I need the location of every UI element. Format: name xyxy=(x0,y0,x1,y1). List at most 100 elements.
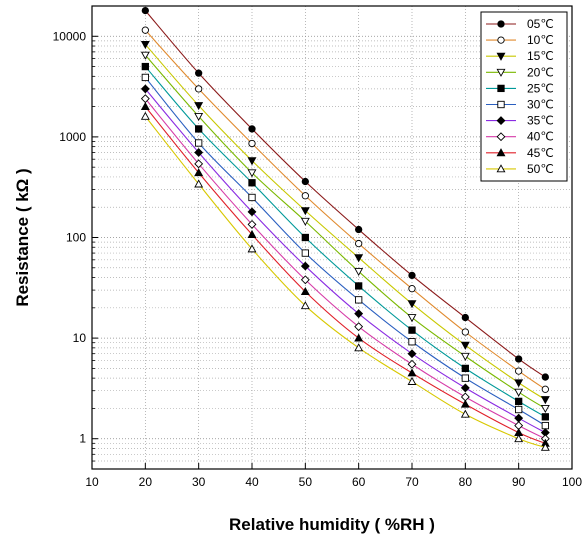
data-point xyxy=(301,177,309,186)
data-point xyxy=(140,111,150,120)
data-point xyxy=(194,179,204,188)
data-point xyxy=(247,157,257,166)
y-axis-title: Resistance ( kΩ ) xyxy=(13,168,32,306)
data-point xyxy=(194,102,204,111)
legend-marker xyxy=(497,20,505,28)
data-point xyxy=(514,434,524,443)
x-tick-label: 40 xyxy=(245,475,259,489)
series-line xyxy=(144,98,546,440)
y-tick-label: 1 xyxy=(79,432,86,446)
data-point xyxy=(514,413,524,423)
legend: 05℃ 10℃ 15℃ 20℃ 25℃ 30℃ 35℃ 40℃ 45℃ 50℃ xyxy=(480,11,568,182)
data-point xyxy=(247,244,257,253)
data-point xyxy=(408,338,416,346)
data-point xyxy=(515,405,523,414)
data-point xyxy=(247,229,257,238)
y-tick-label: 1000 xyxy=(59,130,86,144)
x-tick-label: 20 xyxy=(139,475,153,489)
data-point xyxy=(141,26,149,34)
legend-label: 50℃ xyxy=(527,162,554,176)
data-point xyxy=(407,300,417,309)
data-point xyxy=(355,296,363,304)
legend-marker xyxy=(496,132,506,142)
legend-box xyxy=(480,11,568,182)
data-point xyxy=(540,396,550,405)
series-1 xyxy=(141,26,549,393)
x-tick-label: 30 xyxy=(192,475,206,489)
data-point xyxy=(301,249,309,257)
data-point xyxy=(407,359,417,369)
data-point xyxy=(408,285,416,293)
data-point xyxy=(540,405,550,414)
data-point xyxy=(515,367,523,375)
x-tick-label: 60 xyxy=(352,475,366,489)
legend-marker xyxy=(496,68,506,77)
data-point xyxy=(247,169,257,178)
data-point xyxy=(354,322,364,332)
data-point xyxy=(461,313,469,322)
data-point xyxy=(140,101,150,111)
data-point xyxy=(541,421,549,430)
data-point xyxy=(140,41,150,50)
x-tick-label: 10 xyxy=(85,475,99,489)
data-point xyxy=(460,409,470,418)
data-point xyxy=(407,376,417,385)
data-point xyxy=(541,373,549,381)
data-point xyxy=(407,368,417,377)
legend-label: 40℃ xyxy=(527,130,554,144)
data-point xyxy=(514,379,524,388)
x-axis-title: Relative humidity ( %RH ) xyxy=(229,515,435,534)
legend-marker xyxy=(497,100,505,109)
data-point xyxy=(141,73,149,82)
data-point xyxy=(354,333,364,342)
legend-label: 45℃ xyxy=(527,146,554,160)
legend-item: 40℃ xyxy=(486,130,554,144)
data-point xyxy=(141,62,149,71)
legend-marker xyxy=(497,84,505,93)
data-point xyxy=(248,193,256,202)
data-point xyxy=(248,125,256,133)
data-point xyxy=(195,85,203,93)
data-point xyxy=(195,139,203,147)
x-tick-label: 50 xyxy=(299,475,313,489)
data-point xyxy=(515,397,523,406)
data-point xyxy=(460,399,470,408)
data-point xyxy=(195,125,203,133)
legend-item: 25℃ xyxy=(486,81,554,95)
legend-item: 05℃ xyxy=(486,17,554,31)
legend-marker xyxy=(496,116,506,126)
legend-item: 15℃ xyxy=(486,49,554,63)
x-tick-label: 90 xyxy=(512,475,526,489)
series-line xyxy=(144,116,546,448)
data-point xyxy=(460,341,470,350)
series-7 xyxy=(140,94,550,444)
data-point xyxy=(407,349,417,359)
data-point xyxy=(248,139,256,148)
legend-label: 25℃ xyxy=(527,81,554,95)
legend-label: 35℃ xyxy=(527,114,554,128)
data-point xyxy=(408,271,416,280)
data-point xyxy=(194,168,204,177)
data-point xyxy=(515,355,523,363)
legend-label: 05℃ xyxy=(527,17,554,31)
data-point xyxy=(247,219,257,229)
data-point xyxy=(300,301,310,310)
data-point xyxy=(514,388,524,397)
data-point xyxy=(540,442,550,451)
series-4 xyxy=(141,62,549,421)
data-point xyxy=(354,309,364,319)
y-tick-label: 100 xyxy=(66,231,86,245)
legend-label: 20℃ xyxy=(527,65,554,79)
data-point xyxy=(407,314,417,323)
y-tick-label: 10000 xyxy=(53,29,87,43)
data-point xyxy=(354,343,364,352)
legend-item: 30℃ xyxy=(486,98,554,112)
data-point xyxy=(300,261,310,271)
data-point xyxy=(461,364,469,373)
series-3 xyxy=(140,51,550,414)
series-0 xyxy=(141,6,549,381)
data-point xyxy=(300,275,310,285)
data-point xyxy=(194,159,204,169)
legend-label: 10℃ xyxy=(527,33,554,47)
